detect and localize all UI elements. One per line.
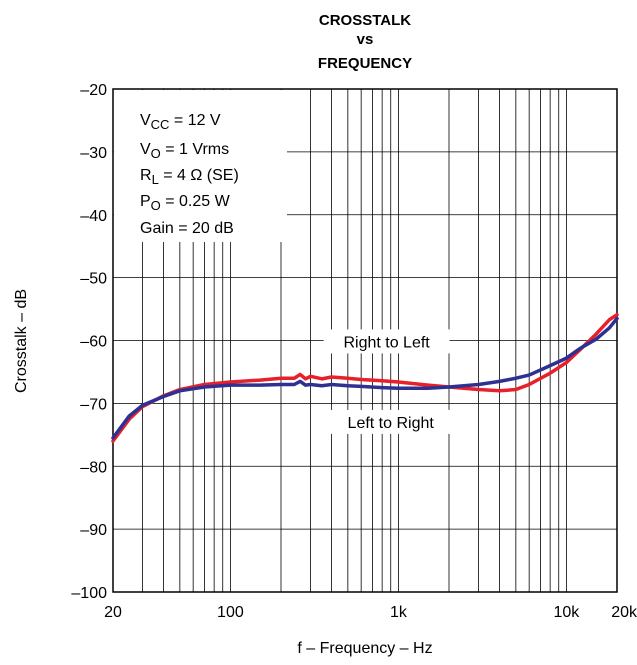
title-line: FREQUENCY (318, 55, 412, 72)
y-tick-label: –100 (71, 585, 107, 602)
x-tick-label: 20k (611, 604, 637, 621)
series-line-left-to-right (111, 316, 619, 440)
x-tick-label: 1k (390, 604, 408, 621)
y-tick-label: –40 (80, 208, 107, 225)
series-annotations: Right to Left Left to Right (323, 329, 454, 434)
plot-frame (112, 88, 618, 593)
condition-line: VCC = 12 V (140, 112, 221, 132)
annotation-background (323, 329, 450, 354)
y-tick-label: –60 (80, 334, 107, 351)
y-tick-label: –80 (80, 459, 107, 476)
condition-line: PO = 0.25 W (140, 193, 231, 213)
y-axis-label: Crosstalk – dB (13, 289, 30, 393)
annotation-background (327, 409, 454, 434)
annotation-label: Right to Left (343, 334, 430, 351)
y-tick-label: –50 (80, 271, 107, 288)
x-axis-label: f – Frequency – Hz (297, 640, 432, 657)
series-line-right-to-left (111, 312, 619, 443)
x-tick-label: 10k (554, 604, 581, 621)
x-tick-label: 20 (104, 604, 122, 621)
condition-line: Gain = 20 dB (140, 220, 234, 237)
x-tick-labels: 20 100 1k 10k 20k (104, 604, 637, 621)
title-line: vs (357, 31, 374, 48)
y-tick-labels: –20 –30 –40 –50 –60 –70 –80 –90 –100 (71, 82, 107, 602)
condition-line: VO = 1 Vrms (140, 141, 229, 161)
y-tick-label: –20 (80, 82, 107, 99)
x-tick-label: 100 (217, 604, 244, 621)
title-line: CROSSTALK (319, 12, 411, 29)
conditions-box: VCC = 12 V VO = 1 Vrms RL = 4 Ω (SE) PO = 0… (114, 90, 287, 242)
conditions-background (114, 90, 287, 242)
series-lines (111, 312, 619, 443)
y-tick-label: –30 (80, 145, 107, 162)
y-tick-label: –70 (80, 396, 107, 413)
condition-line: RL = 4 Ω (SE) (140, 167, 239, 187)
y-tick-label: –90 (80, 522, 107, 539)
annotation-label: Left to Right (348, 415, 435, 432)
chart-title: CROSSTALK vs FREQUENCY (318, 12, 412, 72)
